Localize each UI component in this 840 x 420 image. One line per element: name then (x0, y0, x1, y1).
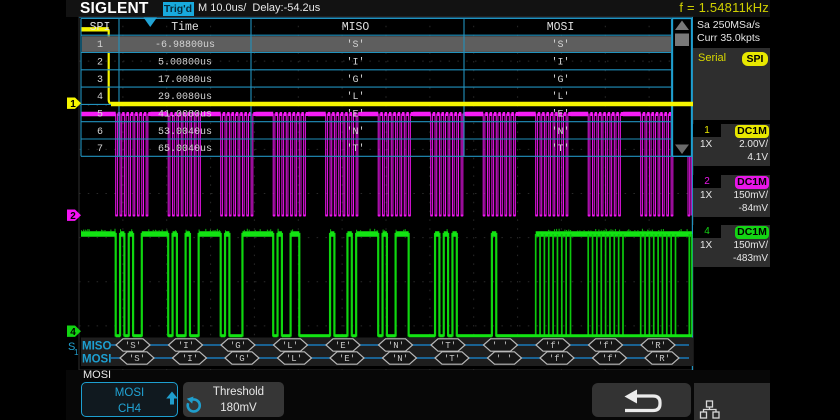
svg-text:1: 1 (74, 348, 79, 357)
svg-text:'G': 'G' (234, 354, 250, 364)
svg-text:'R': 'R' (654, 354, 670, 364)
svg-text:7: 7 (97, 144, 103, 155)
svg-text:S: S (68, 341, 75, 353)
svg-text:41.0080us: 41.0080us (158, 110, 212, 121)
svg-text:'I': 'I' (346, 57, 364, 69)
svg-text:'f': 'f' (602, 354, 618, 364)
svg-text:'f': 'f' (545, 341, 561, 351)
svg-text:53.0040us: 53.0040us (158, 127, 212, 138)
svg-text:'G': 'G' (346, 74, 364, 86)
svg-text:'T': 'T' (346, 143, 364, 155)
svg-text:29.0080us: 29.0080us (158, 92, 212, 103)
svg-text:-6.98800us: -6.98800us (155, 40, 215, 51)
svg-text:'N': 'N' (388, 341, 404, 351)
svg-text:5.00800us: 5.00800us (158, 58, 212, 69)
svg-text:'N': 'N' (551, 126, 569, 138)
svg-text:Time: Time (171, 21, 199, 34)
svg-text:'I': 'I' (182, 354, 198, 364)
svg-text:17.0080us: 17.0080us (158, 75, 212, 86)
svg-text:'f': 'f' (598, 341, 614, 351)
svg-text:'T': 'T' (440, 341, 456, 351)
svg-text:'E': 'E' (339, 354, 355, 364)
svg-text:'S': 'S' (129, 354, 145, 364)
svg-text:'T': 'T' (444, 354, 460, 364)
svg-text:MOSI: MOSI (82, 354, 111, 366)
svg-text:'L': 'L' (286, 354, 302, 364)
svg-text:'S': 'S' (551, 39, 569, 51)
svg-text:4: 4 (97, 92, 103, 103)
svg-text:'L': 'L' (551, 91, 569, 103)
svg-text:MISO: MISO (342, 21, 370, 34)
svg-text:'L': 'L' (282, 341, 298, 351)
svg-text:'R': 'R' (650, 341, 666, 351)
svg-text:5: 5 (97, 110, 103, 121)
svg-text:'S': 'S' (125, 341, 141, 351)
svg-text:'N': 'N' (392, 354, 408, 364)
svg-text:2: 2 (70, 211, 76, 222)
svg-text:' ': ' ' (496, 354, 512, 364)
svg-text:'f': 'f' (549, 354, 565, 364)
svg-text:'G': 'G' (551, 74, 569, 86)
svg-text:MISO: MISO (82, 341, 111, 353)
svg-text:1: 1 (70, 99, 76, 110)
svg-text:'G': 'G' (230, 341, 246, 351)
svg-text:'E': 'E' (346, 109, 364, 121)
svg-text:' ': ' ' (492, 341, 508, 351)
svg-text:'I': 'I' (551, 57, 569, 69)
svg-text:'T': 'T' (551, 143, 569, 155)
svg-text:1: 1 (97, 40, 103, 51)
svg-text:'N': 'N' (346, 126, 364, 138)
svg-text:65.0040us: 65.0040us (158, 144, 212, 155)
svg-text:SPI: SPI (90, 21, 111, 34)
svg-text:'E': 'E' (551, 109, 569, 121)
svg-text:'I': 'I' (178, 341, 194, 351)
svg-text:MOSI: MOSI (547, 21, 575, 34)
svg-text:'S': 'S' (346, 39, 364, 51)
svg-text:6: 6 (97, 127, 103, 138)
svg-text:2: 2 (97, 58, 103, 69)
svg-text:'E': 'E' (335, 341, 351, 351)
svg-text:4: 4 (70, 327, 76, 338)
svg-text:'L': 'L' (346, 91, 364, 103)
svg-text:3: 3 (97, 75, 103, 86)
